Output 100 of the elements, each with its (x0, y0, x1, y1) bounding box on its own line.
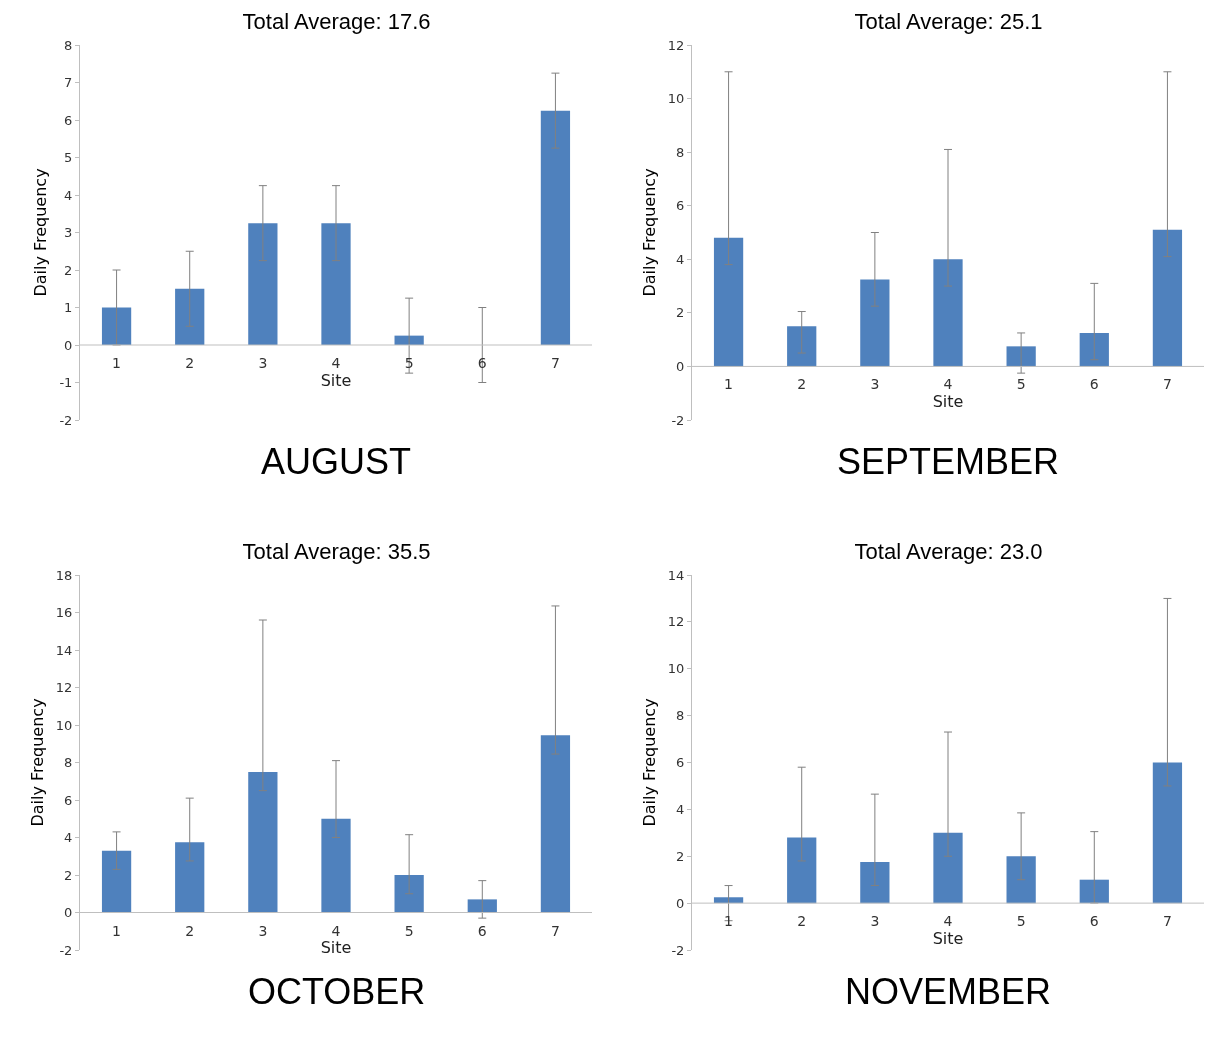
y-tick-label: 0 (676, 895, 685, 911)
y-tick-label: 4 (676, 801, 685, 817)
y-tick-label: 2 (64, 867, 73, 883)
y-tick-label: 18 (55, 567, 73, 583)
x-tick-label: 1 (112, 355, 122, 371)
bar (540, 735, 571, 913)
y-tick-label: 8 (64, 37, 73, 53)
text: SEPTEMBER (837, 441, 1060, 482)
y-tick-label: 6 (676, 198, 685, 214)
y-tick-label: 12 (667, 37, 685, 53)
bar (175, 842, 205, 913)
chart-title: Total Average: 23.0 (854, 538, 1043, 564)
y-axis-title: Daily Frequency (31, 168, 51, 297)
bar (1152, 762, 1183, 904)
x-axis-title: Site (932, 929, 964, 949)
y-tick-label: 6 (64, 112, 73, 128)
x-tick-label: 1 (112, 922, 122, 939)
x-tick-label: 1 (724, 376, 734, 393)
bar (860, 862, 890, 904)
x-axis-title: Site (320, 938, 352, 958)
x-tick-label: 2 (797, 913, 807, 930)
x-tick-label: 3 (258, 355, 268, 371)
bar (933, 832, 963, 904)
bar (467, 899, 497, 913)
x-tick-label: 7 (550, 355, 560, 371)
bar (101, 307, 132, 345)
x-tick-label: 2 (797, 376, 807, 393)
y-tick-label: 14 (55, 642, 73, 658)
bar (713, 237, 744, 367)
y-tick-label: -1 (59, 375, 73, 391)
y-tick-label: 2 (64, 262, 73, 278)
bar (787, 837, 817, 904)
x-tick-label: 6 (1089, 913, 1099, 930)
y-tick-label: -2 (671, 412, 685, 428)
y-tick-label: 1 (64, 300, 73, 316)
y-axis-title: Daily Frequency (639, 698, 659, 827)
bar (321, 818, 351, 913)
chart-title: Total Average: 25.1 (854, 8, 1043, 34)
y-tick-label: 12 (55, 680, 73, 696)
text: OCTOBER (248, 971, 426, 1012)
y-tick-label: 4 (676, 251, 685, 267)
y-tick-label: 8 (676, 708, 685, 724)
y-tick-label: 10 (667, 661, 685, 677)
x-tick-label: 3 (870, 913, 880, 930)
y-tick-label: 8 (64, 755, 73, 771)
x-tick-label: 6 (477, 922, 487, 939)
y-tick-label: 6 (676, 755, 685, 771)
y-tick-label: 10 (667, 91, 685, 107)
y-tick-label: 3 (64, 225, 73, 241)
bar (394, 875, 424, 913)
y-tick-label: 4 (64, 830, 73, 846)
y-tick-label: 0 (64, 905, 73, 921)
bar (1006, 346, 1036, 367)
bar (1079, 879, 1109, 904)
x-axis-title: Site (320, 371, 352, 390)
x-tick-label: 4 (331, 355, 341, 371)
y-tick-label: 14 (667, 567, 685, 583)
bar (860, 279, 890, 367)
y-tick-label: 5 (64, 150, 73, 166)
x-tick-label: 2 (185, 922, 195, 939)
y-tick-label: 8 (676, 144, 685, 160)
bar (1006, 856, 1036, 904)
text: AUGUST (261, 441, 412, 482)
x-tick-label: 3 (870, 376, 880, 393)
x-tick-label: 7 (1162, 913, 1172, 930)
bar (248, 771, 278, 913)
y-axis-title: Daily Frequency (27, 698, 47, 827)
y-tick-label: -2 (59, 942, 73, 958)
x-tick-label: 4 (943, 376, 953, 393)
bar (321, 223, 351, 345)
bar (248, 223, 278, 345)
x-tick-label: 1 (724, 913, 734, 930)
x-tick-label: 7 (550, 922, 560, 939)
y-tick-label: 0 (64, 337, 73, 353)
y-tick-label: -2 (671, 942, 685, 958)
chart-title: Total Average: 35.5 (242, 538, 431, 564)
y-tick-label: 12 (667, 614, 685, 630)
x-tick-label: 4 (943, 913, 953, 930)
x-tick-label: 5 (1016, 376, 1026, 393)
text: NOVEMBER (845, 971, 1052, 1012)
bar (933, 259, 963, 367)
y-axis-title: Daily Frequency (639, 168, 659, 297)
chart-title: Total Average: 17.6 (242, 8, 431, 34)
y-tick-label: 7 (64, 75, 73, 91)
y-tick-label: 4 (64, 187, 73, 203)
x-tick-label: 5 (1016, 913, 1026, 930)
bar (787, 326, 817, 367)
x-axis-title: Site (932, 392, 964, 412)
x-tick-label: 4 (331, 922, 341, 939)
y-tick-label: 2 (676, 305, 685, 321)
x-tick-label: 3 (258, 922, 268, 939)
x-tick-label: 6 (477, 355, 487, 371)
x-tick-label: 7 (1162, 376, 1172, 393)
y-tick-label: 2 (676, 848, 685, 864)
x-tick-label: 5 (404, 922, 414, 939)
y-tick-label: 0 (676, 358, 685, 374)
x-tick-label: 5 (404, 355, 414, 371)
y-tick-label: 6 (64, 792, 73, 808)
bar (540, 110, 571, 345)
x-tick-label: 6 (1089, 376, 1099, 393)
